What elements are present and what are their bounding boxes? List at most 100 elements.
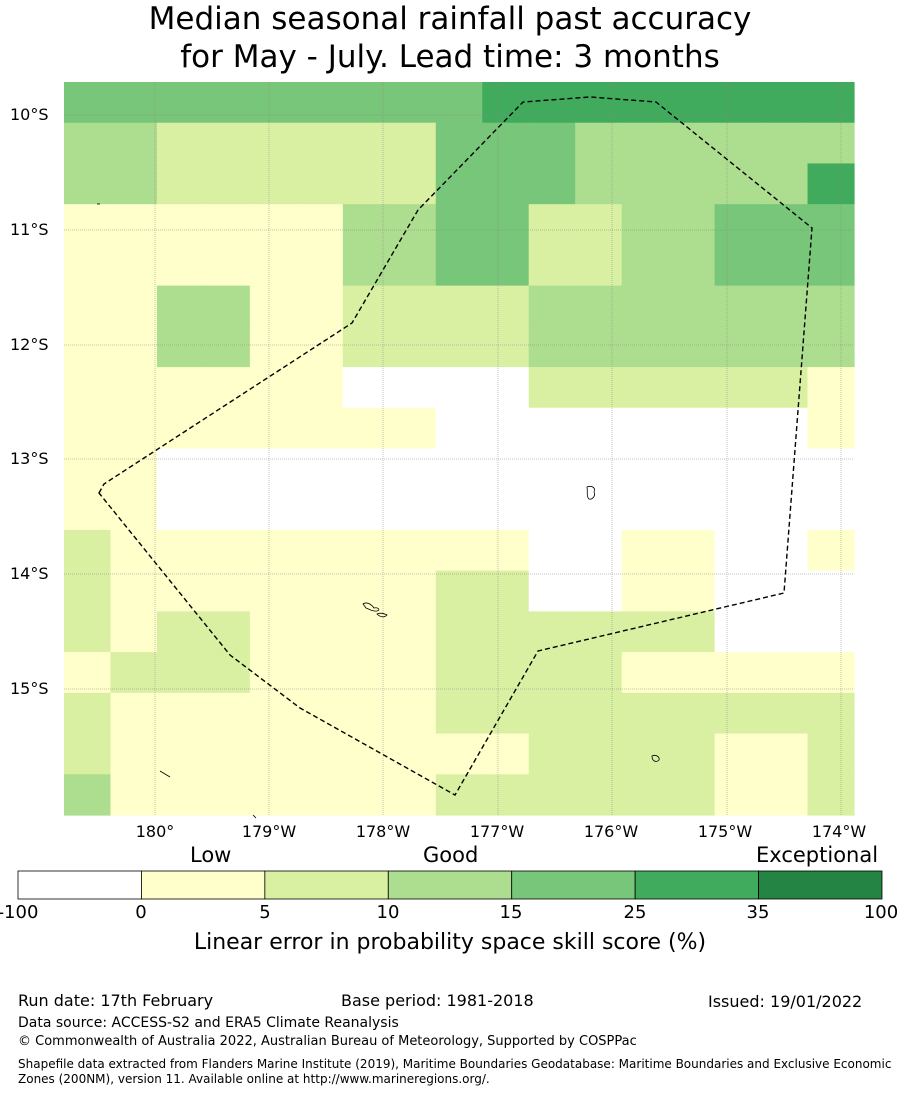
skill-cell xyxy=(528,326,576,368)
skill-cell xyxy=(203,367,251,409)
skill-cell xyxy=(296,122,344,165)
skill-cell xyxy=(156,489,205,531)
skill-cell xyxy=(64,448,112,490)
colorbar-swatch xyxy=(264,870,389,900)
skill-cell xyxy=(249,570,297,612)
skill-cell xyxy=(64,611,112,653)
skill-cell xyxy=(156,163,205,205)
colorbar-swatch xyxy=(758,870,883,900)
skill-cell xyxy=(64,244,112,287)
skill-cell xyxy=(203,570,251,612)
skill-cell xyxy=(389,692,437,735)
skill-cell xyxy=(807,733,855,775)
skill-cell xyxy=(389,733,437,775)
skill-cell xyxy=(621,529,669,572)
skill-cell xyxy=(156,448,205,490)
skill-cell xyxy=(482,448,530,490)
skill-cell xyxy=(575,652,623,694)
skill-cell xyxy=(761,692,809,735)
skill-cell xyxy=(110,367,158,409)
skill-cell xyxy=(807,244,855,287)
skill-cell xyxy=(156,652,205,694)
skill-cell xyxy=(621,570,669,612)
skill-cell xyxy=(575,529,623,572)
skill-cell xyxy=(668,82,716,124)
skill-cell xyxy=(528,448,576,490)
colorbar-tick: 35 xyxy=(746,902,770,923)
skill-cell xyxy=(389,244,437,287)
skill-cell xyxy=(203,733,251,775)
skill-cell xyxy=(296,285,344,327)
skill-cell xyxy=(575,774,623,816)
skill-cell xyxy=(296,326,344,368)
skill-cell xyxy=(64,407,112,450)
skill-cell xyxy=(156,733,205,775)
skill-cell xyxy=(528,122,576,165)
skill-cell xyxy=(668,611,716,653)
skill-cell xyxy=(64,285,112,327)
data-source: Data source: ACCESS-S2 and ERA5 Climate … xyxy=(18,1015,399,1031)
skill-cell xyxy=(668,570,716,612)
skill-cell xyxy=(156,285,205,327)
skill-cell xyxy=(482,285,530,327)
skill-cell xyxy=(296,82,344,124)
skill-cell xyxy=(389,570,437,612)
skill-cell xyxy=(482,244,530,287)
skill-cell xyxy=(482,611,530,653)
skill-cell xyxy=(342,244,390,287)
skill-cell xyxy=(203,326,251,368)
skill-cell xyxy=(761,489,809,531)
skill-cell xyxy=(621,692,669,735)
skill-cell xyxy=(482,489,530,531)
skill-cell xyxy=(575,407,623,450)
skill-cell xyxy=(528,204,576,246)
skill-cell xyxy=(575,570,623,612)
skill-cell xyxy=(482,774,530,816)
skill-cell xyxy=(714,489,762,531)
skill-cell xyxy=(389,285,437,327)
skill-cell xyxy=(528,367,576,409)
skill-cell xyxy=(668,692,716,735)
skill-cell xyxy=(296,407,344,450)
skill-cell xyxy=(342,407,390,450)
skill-cell xyxy=(528,163,576,205)
skill-cell xyxy=(296,448,344,490)
skill-cell xyxy=(110,204,158,246)
lon-label: 177°W xyxy=(469,822,525,841)
base-period: Base period: 1981-2018 xyxy=(341,991,534,1010)
skill-cell xyxy=(575,285,623,327)
skill-cell xyxy=(249,82,297,124)
skill-cell xyxy=(435,652,483,694)
skill-cell xyxy=(575,489,623,531)
skill-cell xyxy=(156,244,205,287)
skill-cell xyxy=(528,407,576,450)
skill-cell xyxy=(249,163,297,205)
skill-cell xyxy=(110,82,158,124)
skill-cell xyxy=(156,611,205,653)
skill-cell xyxy=(761,570,809,612)
skill-cell xyxy=(761,448,809,490)
skill-cell xyxy=(249,611,297,653)
skill-cell xyxy=(110,163,158,205)
skill-cell xyxy=(621,489,669,531)
map-title-line-2: for May - July. Lead time: 3 months xyxy=(180,39,720,75)
lon-label: 174°W xyxy=(811,822,867,841)
colorbar-tick: 15 xyxy=(499,902,523,923)
colorbar-swatch xyxy=(141,870,266,900)
skill-cell xyxy=(761,82,809,124)
skill-cell xyxy=(714,407,762,450)
skill-cell xyxy=(621,163,669,205)
colorbar-swatch xyxy=(634,870,759,900)
skill-cell xyxy=(575,244,623,287)
skill-cell xyxy=(668,367,716,409)
skill-cell xyxy=(64,82,112,124)
skill-cell xyxy=(296,244,344,287)
skill-cell xyxy=(389,774,437,816)
skill-cell xyxy=(110,652,158,694)
skill-cell xyxy=(435,407,483,450)
skill-cell xyxy=(64,489,112,531)
skill-cell xyxy=(807,692,855,735)
skill-cell xyxy=(203,652,251,694)
lat-label: 11°S xyxy=(10,220,49,239)
